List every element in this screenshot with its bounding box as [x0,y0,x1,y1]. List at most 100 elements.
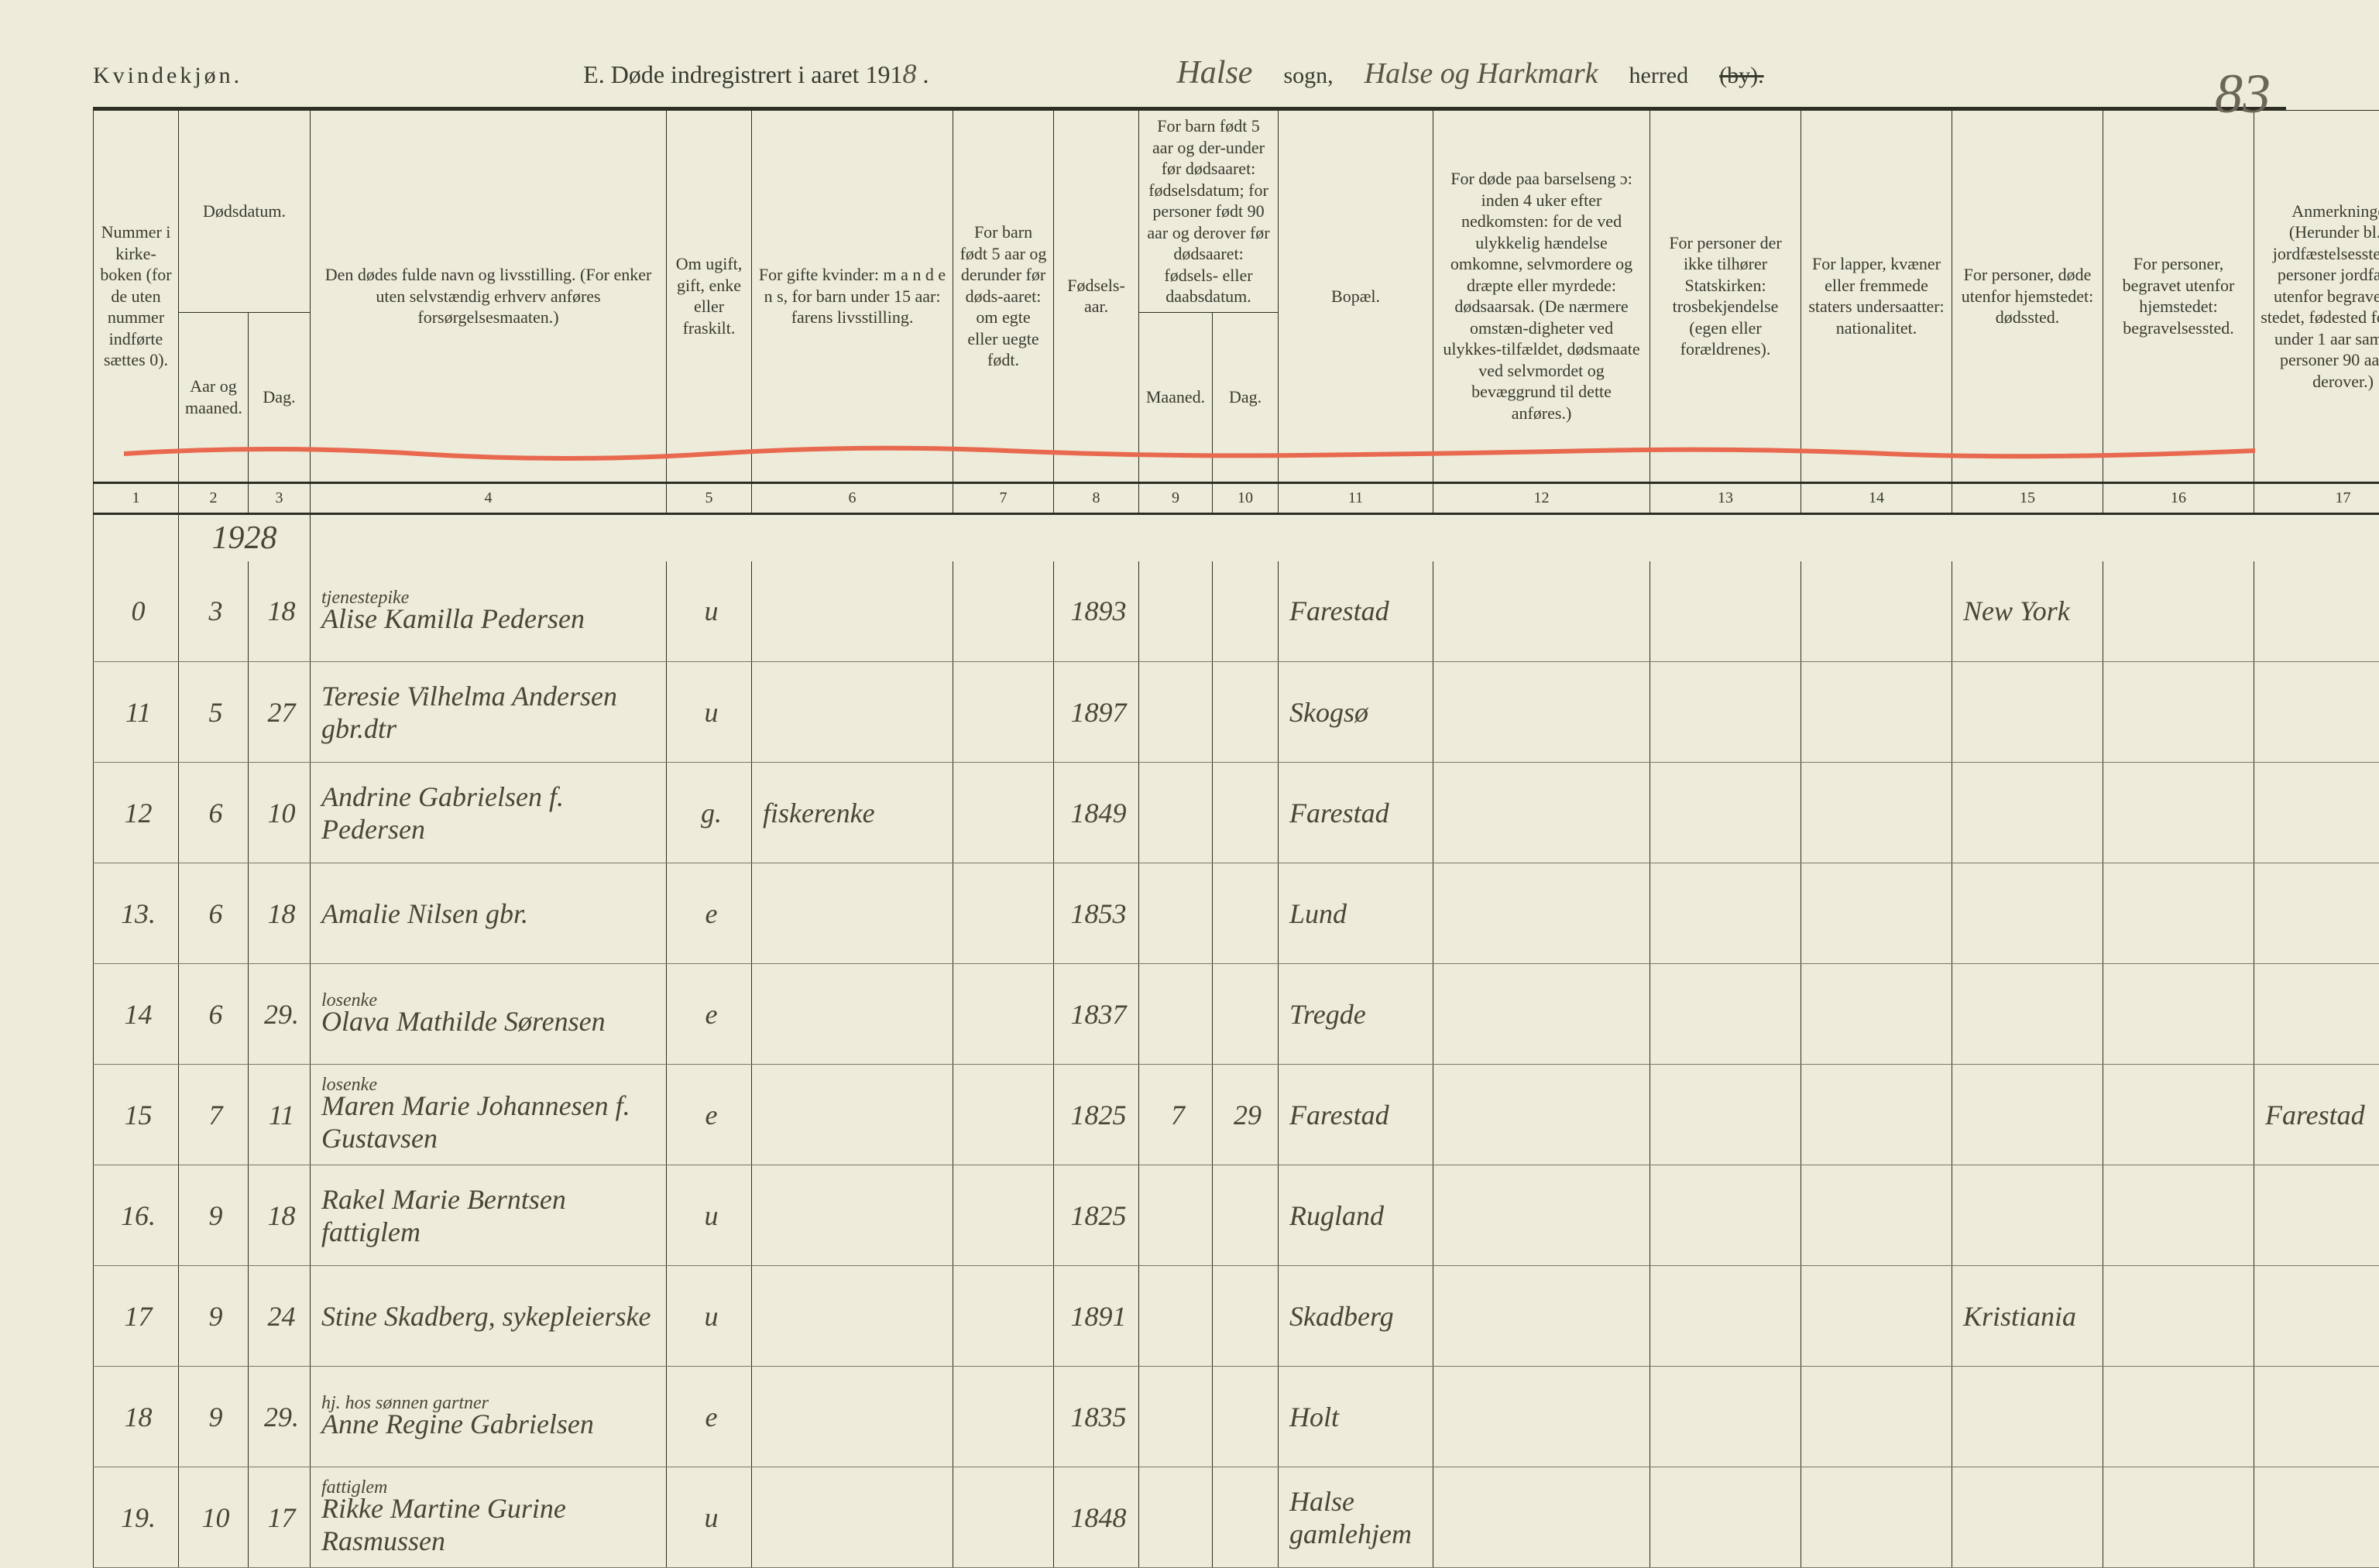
cell: Farestad [1279,561,1433,662]
cell: 5 [179,662,249,763]
table-row: 18929.hj. hos sønnen gartnerAnne Regine … [94,1367,2379,1467]
cell [1213,863,1279,964]
cell: e [667,1065,752,1165]
cell [1213,1367,1279,1467]
name-text: Andrine Gabrielsen f. Pedersen [321,781,564,845]
cell: u [667,1266,752,1367]
cell: 15 [94,1065,179,1165]
cell [2254,1266,2379,1367]
sogn-printed: sogn, [1283,63,1333,89]
cell [1139,1467,1213,1568]
cell [2254,863,2379,964]
cell [1801,1266,1952,1367]
cell: e [667,964,752,1065]
cell [1650,1367,1801,1467]
cell: Rakel Marie Berntsen fattiglem [311,1165,667,1266]
cell [953,1165,1054,1266]
cell: 19. [94,1467,179,1568]
title-prefix: E. Døde indregistrert i aaret 191 [583,60,902,88]
cell: Rugland [1279,1165,1433,1266]
cell: Lund [1279,863,1433,964]
cell [1433,1467,1650,1568]
name-text: Olava Mathilde Sørensen [321,1006,606,1037]
cell: 18 [249,1165,311,1266]
cell [1433,1065,1650,1165]
col-header-13: For personer der ikke tilhører Statskirk… [1650,111,1801,483]
herred-hand: Halse og Harkmark [1365,57,1598,91]
colnum: 15 [1952,482,2103,513]
cell: 1893 [1054,561,1139,662]
col-header-11: Bopæl. [1279,111,1433,483]
table-head: Nummer i kirke-boken (for de uten nummer… [94,111,2379,514]
cell [2254,662,2379,763]
cell [1801,1367,1952,1467]
cell [953,1065,1054,1165]
cell: u [667,1165,752,1266]
cell [1433,863,1650,964]
cell: 1825 [1054,1165,1139,1266]
cell: Andrine Gabrielsen f. Pedersen [311,763,667,863]
colnum: 17 [2254,482,2379,513]
cell [1213,763,1279,863]
cell [1213,561,1279,662]
colnum: 12 [1433,482,1650,513]
column-numbers-row: 1 2 3 4 5 6 7 8 9 10 11 12 13 14 15 16 1… [94,482,2379,513]
cell [1139,1266,1213,1367]
cell [1139,561,1213,662]
cell [953,763,1054,863]
name-text: Anne Regine Gabrielsen [321,1408,594,1439]
cell: Stine Skadberg, sykepleierske [311,1266,667,1367]
sogn-hand: Halse [1176,54,1252,91]
cell: Skogsø [1279,662,1433,763]
cell: Farestad [2254,1065,2379,1165]
col-header-14: For lapper, kvæner eller fremmede stater… [1801,111,1952,483]
ledger-table: Nummer i kirke-boken (for de uten nummer… [93,110,2379,1568]
table-row: 15711losenkeMaren Marie Johannesen f. Gu… [94,1065,2379,1165]
name-text: Teresie Vilhelma Andersen gbr.dtr [321,681,617,744]
cell [1650,561,1801,662]
table-row: 11527Teresie Vilhelma Andersen gbr.dtru1… [94,662,2379,763]
cell [1801,662,1952,763]
year-row: 1928 [94,513,2379,561]
cell: 1837 [1054,964,1139,1065]
cell: 10 [249,763,311,863]
cell: losenkeMaren Marie Johannesen f. Gustavs… [311,1065,667,1165]
cell [2254,561,2379,662]
cell: 1835 [1054,1367,1139,1467]
cell [2103,863,2254,964]
cell [1952,1467,2103,1568]
cell: 18 [249,561,311,662]
cell: 1849 [1054,763,1139,863]
cell [953,561,1054,662]
cell: 29. [249,964,311,1065]
colnum: 13 [1650,482,1801,513]
cell [1433,1165,1650,1266]
cell: 0 [94,561,179,662]
cell [953,1367,1054,1467]
cell [1952,863,2103,964]
cell [2254,1165,2379,1266]
col-header-5: Om ugift, gift, enke eller fraskilt. [667,111,752,483]
name-text: Alise Kamilla Pedersen [321,603,585,634]
cell: 1853 [1054,863,1139,964]
colnum: 10 [1213,482,1279,513]
cell: 6 [179,763,249,863]
cell [2103,763,2254,863]
cell [1650,1065,1801,1165]
cell [1650,1165,1801,1266]
name-text: Rakel Marie Berntsen fattiglem [321,1184,566,1247]
colnum: 4 [311,482,667,513]
col-header-1: Nummer i kirke-boken (for de uten nummer… [94,111,179,483]
colnum: 16 [2103,482,2254,513]
cell: 6 [179,964,249,1065]
colnum: 2 [179,482,249,513]
table-row: 13.618Amalie Nilsen gbr.e1853Lund [94,863,2379,964]
cell [1139,1367,1213,1467]
cell [752,1467,953,1568]
cell: Kristiania [1952,1266,2103,1367]
cell [752,662,953,763]
title-year-hand: 8 [902,58,916,89]
page-number: 83 [2215,62,2271,126]
cell [2103,1065,2254,1165]
cell [2103,662,2254,763]
